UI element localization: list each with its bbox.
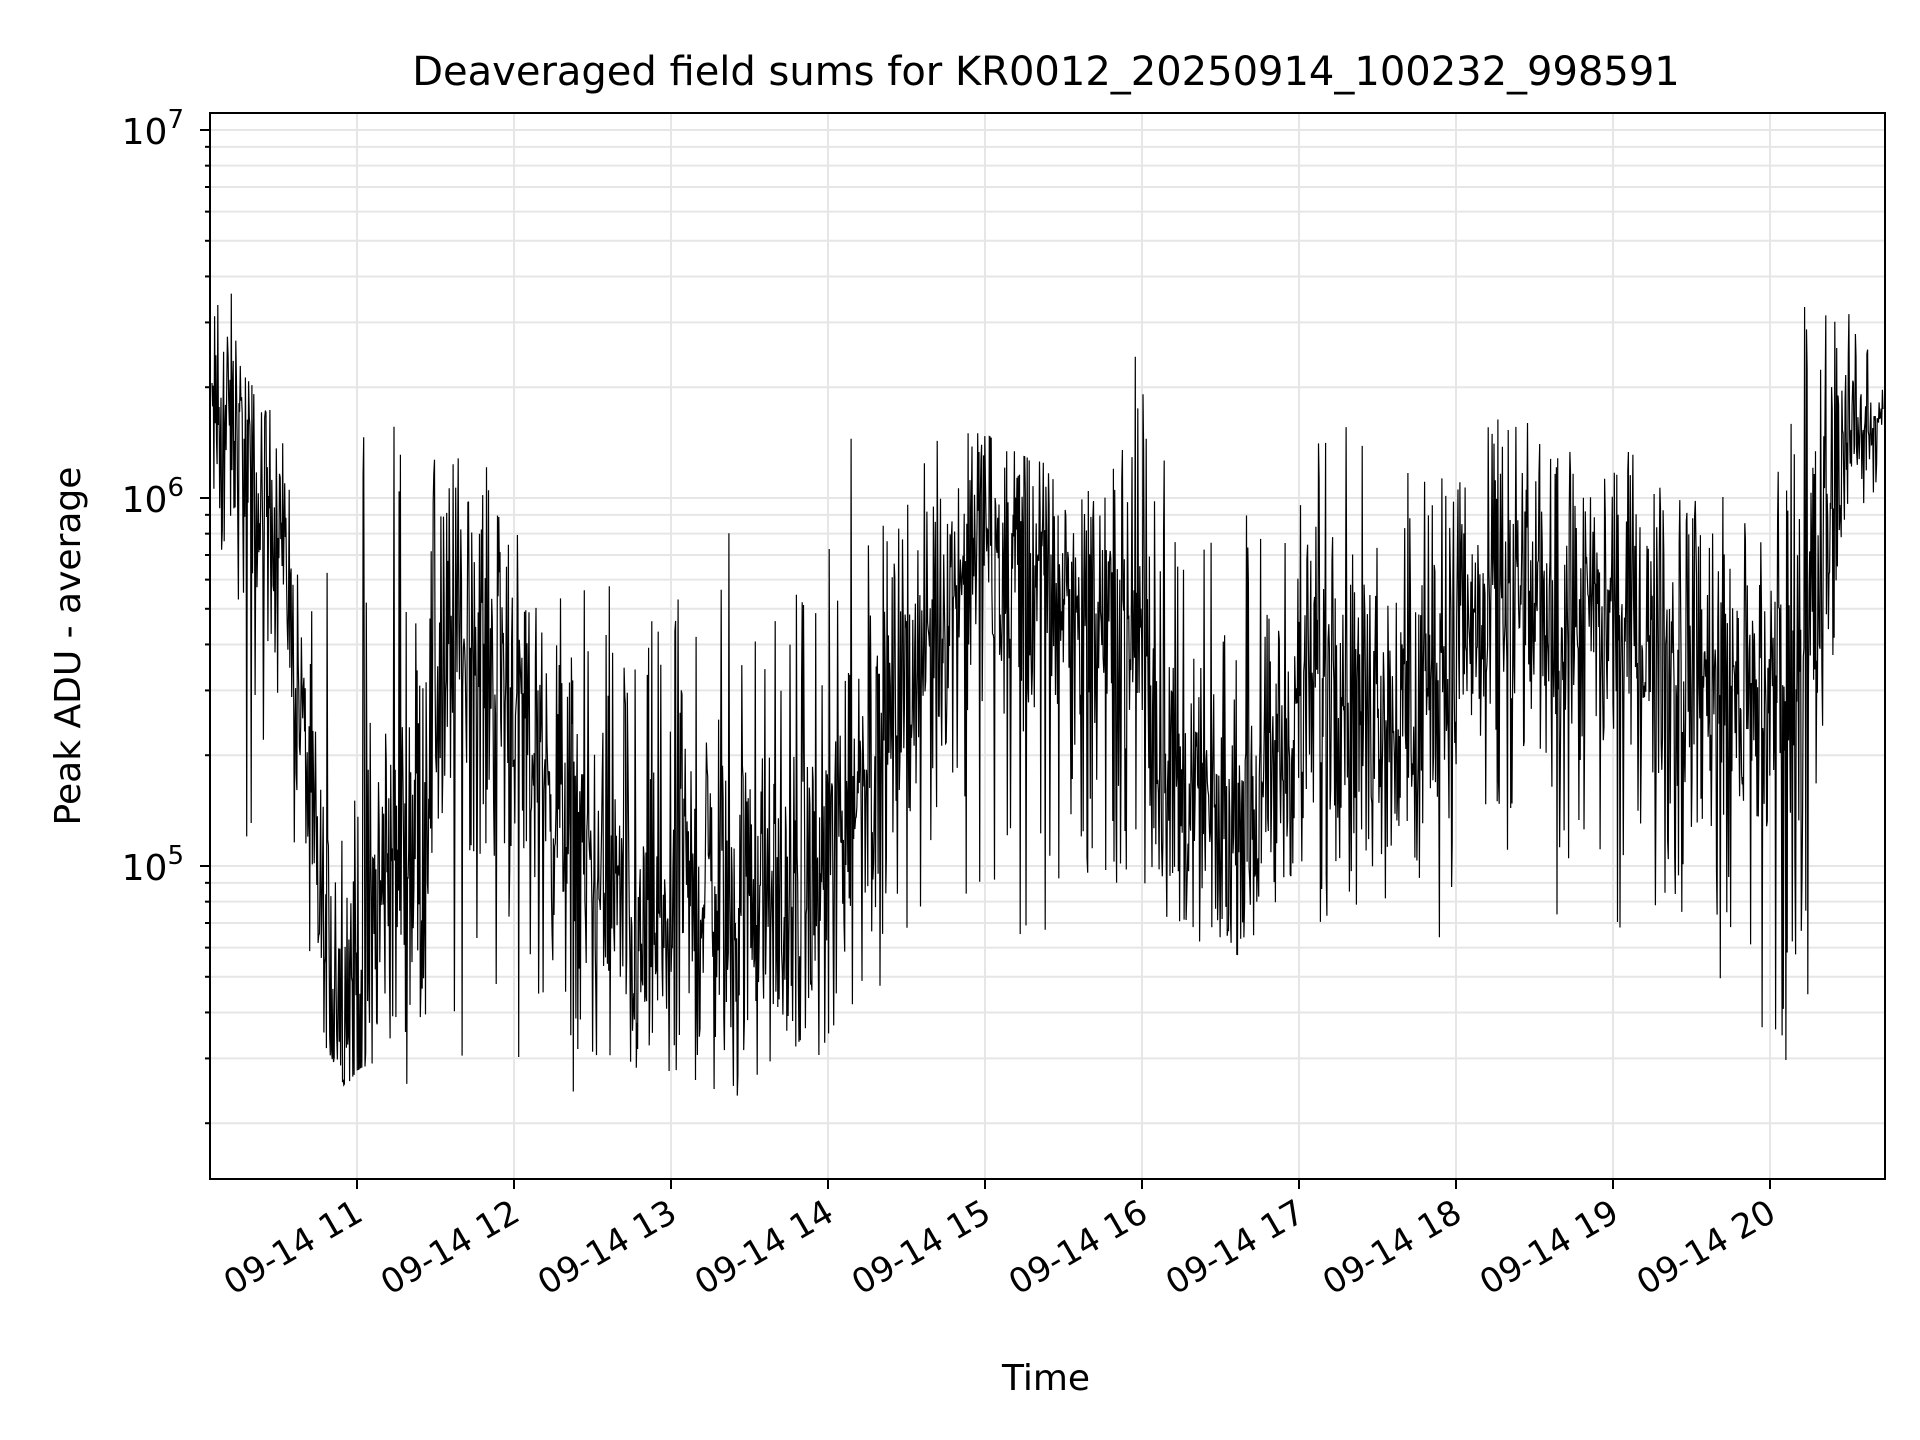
chart-title: Deaveraged field sums for KR0012_2025091… [412,49,1680,95]
data-series [211,293,1884,1096]
y-tick-label: 105 [122,841,184,889]
plot-area-frame [209,112,1886,1180]
series-line [211,293,1884,1096]
y-tick-label: 106 [122,473,184,521]
y-axis-label: Peak ADU - average [48,467,89,826]
x-axis-label: Time [1001,1358,1090,1399]
grid-lines [210,113,1885,1179]
y-tick-label: 107 [122,105,184,153]
